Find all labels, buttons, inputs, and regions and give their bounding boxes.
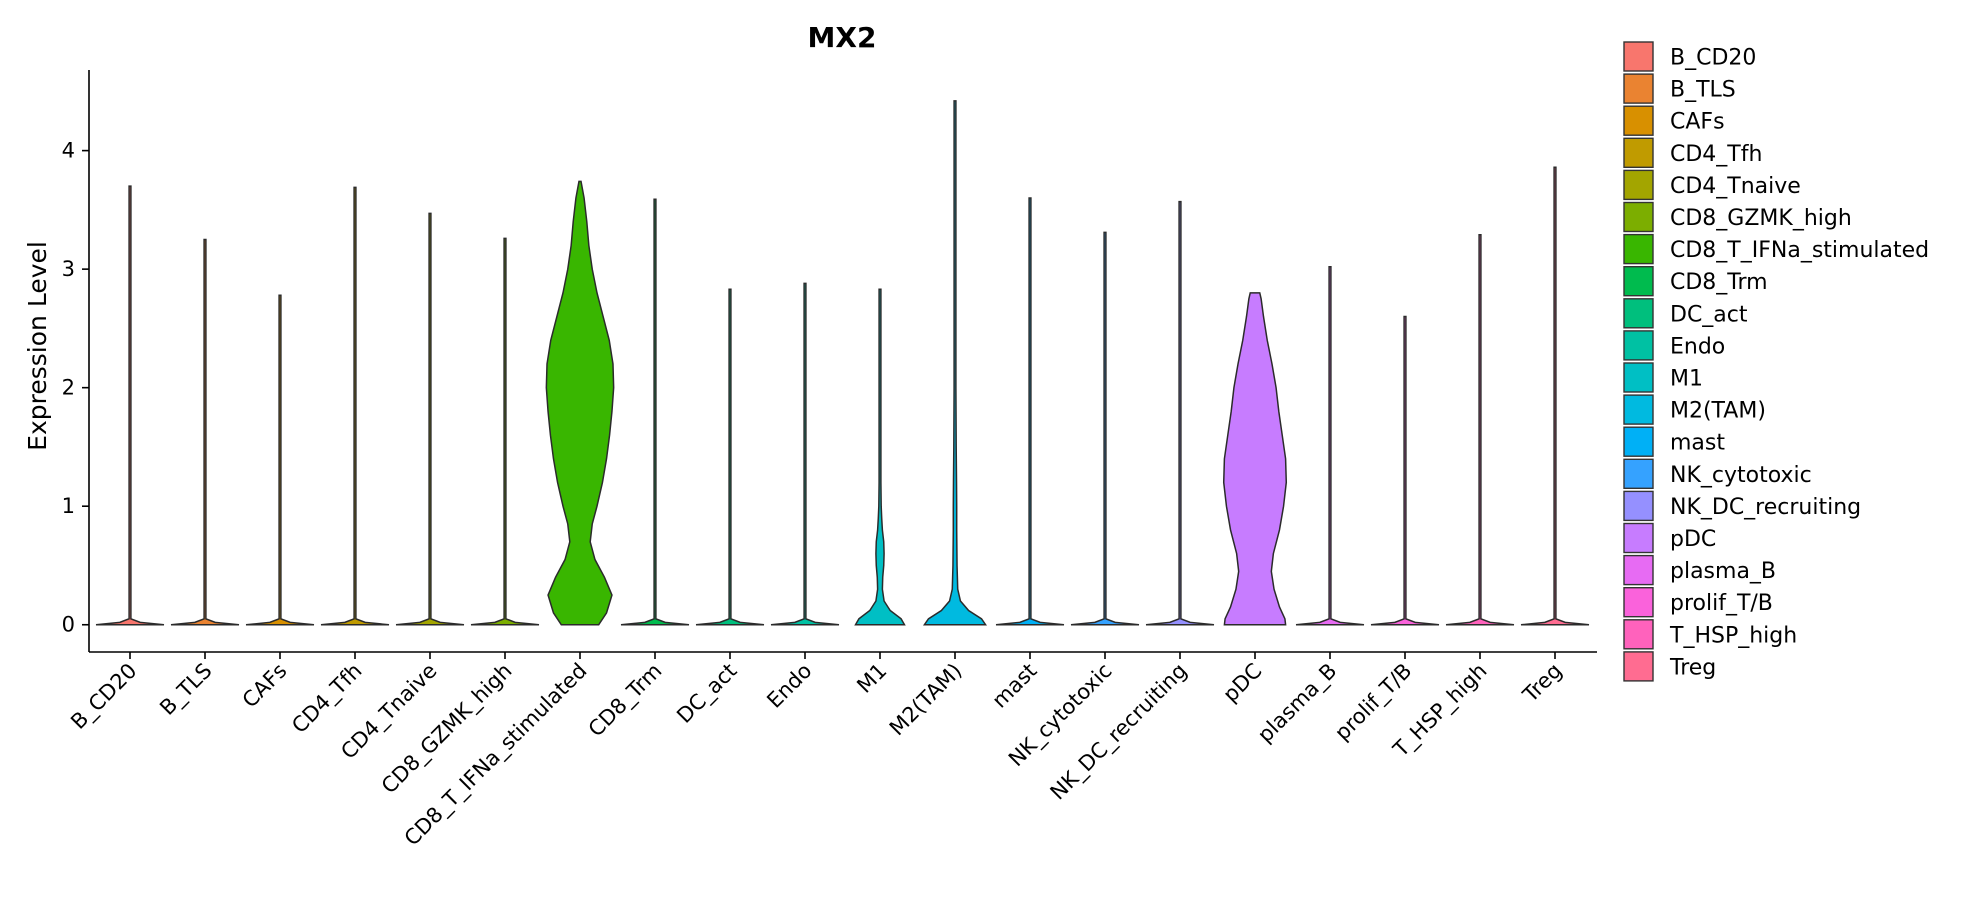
x-tick-label-plasma-b: plasma_B: [1253, 659, 1342, 748]
legend-swatch-nk-cytotoxic: [1623, 458, 1654, 489]
legend-label-m2-tam: M2(TAM): [1670, 399, 1766, 424]
violin-endo: [770, 282, 840, 626]
violin-plasma-b: [1295, 266, 1365, 626]
legend-label-t-hsp-high: T_HSP_high: [1669, 623, 1797, 648]
violin-b-tls: [170, 238, 240, 626]
legend-swatch-mast: [1623, 426, 1654, 457]
y-tick-label: 1: [62, 494, 75, 518]
violin-cd8-t-ifna-stimulated: [545, 180, 615, 626]
legend-swatch-m2-tam: [1623, 394, 1654, 425]
legend-label-cd8-trm: CD8_Trm: [1670, 270, 1768, 295]
x-tick-label-pdc: pDC: [1218, 659, 1266, 707]
legend-swatch-b-cd20: [1623, 41, 1654, 72]
legend-label-dc-act: DC_act: [1670, 302, 1748, 327]
legend-label-cd4-tfh: CD4_Tfh: [1670, 142, 1762, 167]
legend-swatch-plasma-b: [1623, 554, 1654, 586]
x-tick-label-endo: Endo: [762, 659, 816, 713]
x-tick-label-m2-tam: M2(TAM): [885, 659, 967, 741]
legend-label-cd8-t-ifna-stimulated: CD8_T_IFNa_stimulated: [1670, 238, 1929, 263]
violin-m2-tam: [922, 100, 988, 626]
violin-m1: [854, 288, 906, 626]
x-tick-label-b-cd20: B_CD20: [66, 659, 142, 735]
x-tick-label-treg: Treg: [1518, 659, 1567, 708]
violin-b-cd20: [95, 185, 165, 626]
legend-swatch-nk-dc-recruiting: [1623, 490, 1654, 522]
legend-swatch-endo: [1623, 330, 1654, 361]
legend-label-treg: Treg: [1669, 655, 1716, 680]
y-tick-label: 2: [62, 376, 75, 400]
legend-swatch-m1: [1623, 362, 1654, 393]
y-tick-label: 4: [62, 139, 75, 163]
legend-label-cd4-tnaive: CD4_Tnaive: [1670, 174, 1801, 199]
violin-nk-dc-recruiting: [1145, 200, 1215, 626]
violin-cafs: [245, 294, 315, 626]
legend-label-cd8-gzmk-high: CD8_GZMK_high: [1670, 206, 1852, 231]
legend-swatch-t-hsp-high: [1623, 619, 1654, 650]
legend-swatch-dc-act: [1623, 298, 1654, 329]
y-tick-label: 3: [62, 257, 75, 281]
legend-label-mast: mast: [1670, 431, 1725, 456]
legend-label-endo: Endo: [1670, 334, 1725, 359]
violin-cd4-tfh: [320, 186, 390, 626]
legend-swatch-cd8-t-ifna-stimulated: [1623, 233, 1654, 265]
legend-swatch-pdc: [1623, 522, 1654, 554]
x-tick-label-m1: M1: [852, 659, 891, 698]
chart-title: MX2: [808, 21, 877, 54]
plot-area: [95, 100, 1590, 626]
x-tick-label-nk-dc-recruiting: NK_DC_recruiting: [1046, 659, 1193, 806]
legend-label-plasma-b: plasma_B: [1670, 559, 1776, 584]
legend-label-cafs: CAFs: [1670, 110, 1725, 135]
legend-swatch-treg: [1623, 651, 1654, 682]
violin-cd8-gzmk-high: [470, 237, 540, 626]
x-tick-label-mast: mast: [987, 659, 1041, 713]
violin-cd4-tnaive: [395, 212, 465, 626]
legend-label-nk-dc-recruiting: NK_DC_recruiting: [1670, 495, 1861, 520]
legend-label-b-tls: B_TLS: [1670, 78, 1736, 103]
legend-swatch-cd4-tnaive: [1623, 169, 1654, 201]
legend-swatch-prolif-t-b: [1623, 587, 1654, 618]
legend: B_CD20 B_TLS CAFs CD4_Tfh CD4_Tnaive CD8_GZMK…: [1623, 41, 1929, 682]
violin-nk-cytotoxic: [1070, 231, 1140, 626]
legend-label-b-cd20: B_CD20: [1670, 46, 1756, 71]
violin-dc-act: [695, 288, 765, 626]
violin-pdc: [1222, 292, 1288, 626]
legend-label-m1: M1: [1670, 367, 1703, 392]
violin-cd8-trm: [620, 198, 690, 626]
violin-treg: [1520, 166, 1590, 626]
x-tick-label-dc-act: DC_act: [672, 659, 742, 729]
legend-swatch-cd8-trm: [1623, 266, 1654, 297]
legend-label-pdc: pDC: [1670, 527, 1716, 552]
x-tick-label-cd8-trm: CD8_Trm: [584, 659, 668, 743]
legend-label-nk-cytotoxic: NK_cytotoxic: [1670, 463, 1812, 488]
x-tick-label-cd8-gzmk-high: CD8_GZMK_high: [377, 659, 517, 799]
x-tick-label-b-tls: B_TLS: [155, 659, 217, 721]
violin-prolif-t-b: [1370, 315, 1440, 626]
legend-swatch-cd4-tfh: [1623, 137, 1654, 169]
violin-mast: [995, 197, 1065, 626]
x-tick-label-cafs: CAFs: [238, 659, 292, 713]
legend-swatch-b-tls: [1623, 73, 1654, 104]
violin-t-hsp-high: [1445, 234, 1515, 626]
y-tick-label: 0: [62, 613, 75, 637]
legend-swatch-cd8-gzmk-high: [1623, 201, 1654, 233]
y-axis-label: Expression Level: [23, 241, 52, 451]
legend-swatch-cafs: [1623, 105, 1654, 136]
legend-label-prolif-t-b: prolif_T/B: [1670, 591, 1773, 616]
